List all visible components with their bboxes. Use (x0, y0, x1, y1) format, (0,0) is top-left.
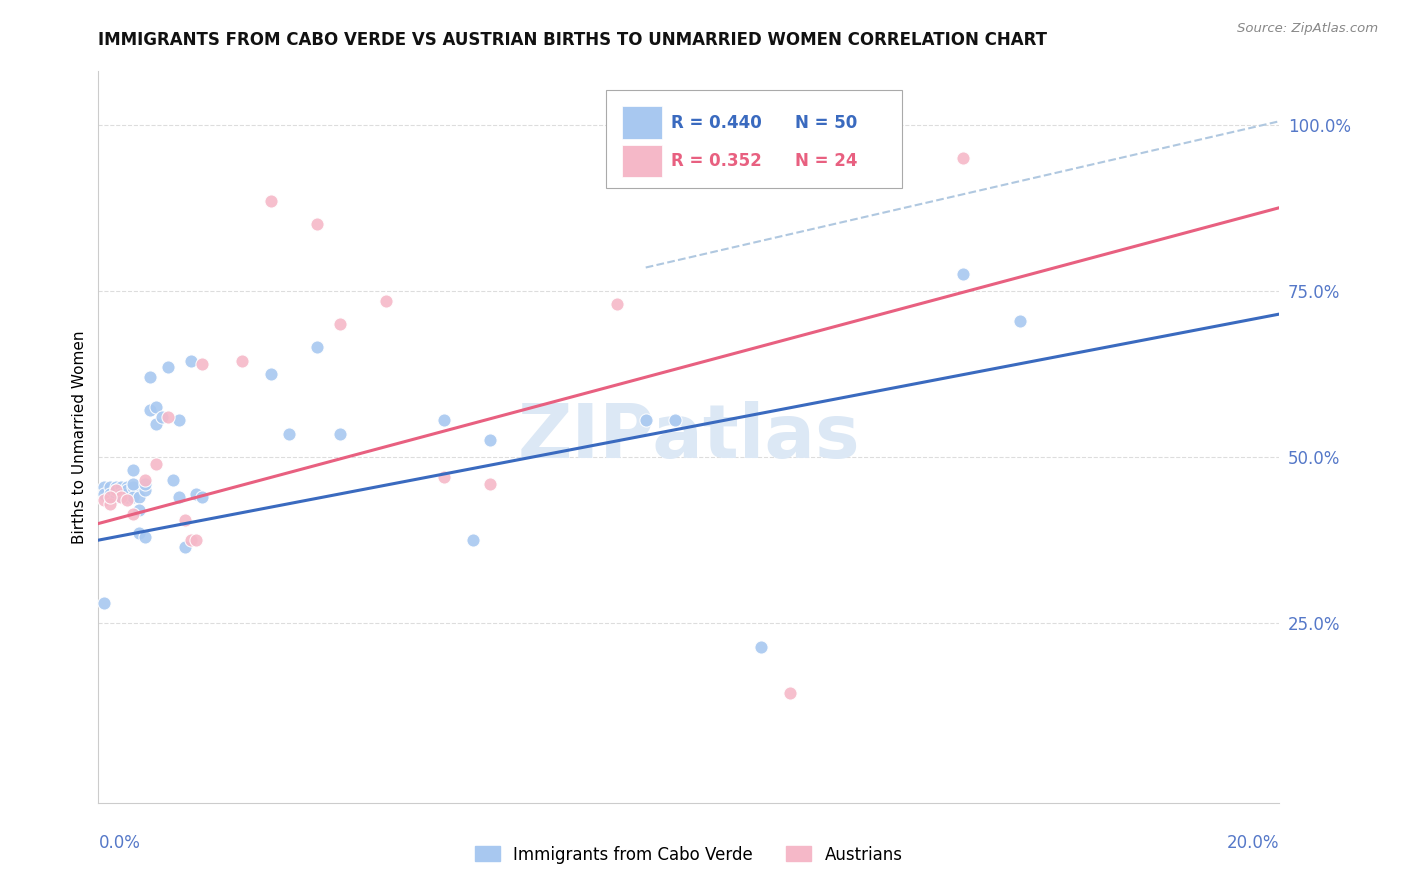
Point (115, 493, 138, 508)
Point (329, 317, 352, 331)
Text: N = 50: N = 50 (796, 113, 858, 131)
Point (180, 353, 202, 368)
Point (122, 463, 145, 477)
Point (952, 151, 974, 165)
Point (260, 194, 283, 208)
Point (98, 480, 121, 494)
Point (173, 540, 195, 554)
Point (115, 486, 138, 500)
Point (433, 413, 456, 427)
Point (98, 497, 121, 511)
Text: R = 0.440: R = 0.440 (671, 113, 762, 131)
Y-axis label: Births to Unmarried Women: Births to Unmarried Women (72, 330, 87, 544)
Point (145, 457, 167, 471)
Point (110, 480, 132, 494)
Point (104, 483, 127, 498)
Point (98, 490, 121, 504)
Point (134, 530, 156, 544)
Point (277, 426, 299, 441)
Text: 0.0%: 0.0% (98, 834, 141, 852)
Point (329, 426, 352, 441)
Point (122, 476, 145, 491)
Point (110, 486, 132, 500)
Point (145, 417, 167, 431)
Point (150, 410, 173, 425)
Point (162, 473, 184, 487)
Point (93, 596, 115, 610)
Point (104, 480, 127, 494)
Point (191, 490, 214, 504)
Point (952, 267, 974, 281)
Point (122, 480, 145, 494)
FancyBboxPatch shape (606, 90, 901, 188)
Point (167, 413, 190, 427)
Point (145, 400, 167, 414)
Point (93, 493, 115, 508)
Point (173, 513, 195, 527)
Point (779, 686, 801, 700)
Point (167, 490, 190, 504)
Point (98, 486, 121, 500)
Point (104, 490, 127, 504)
Point (128, 490, 150, 504)
Point (479, 476, 502, 491)
Point (110, 490, 132, 504)
Point (134, 483, 156, 498)
Point (122, 507, 145, 521)
Point (191, 357, 214, 371)
Point (115, 480, 138, 494)
Point (104, 483, 127, 498)
Point (134, 476, 156, 491)
Point (180, 533, 202, 548)
Point (186, 533, 208, 548)
Point (461, 533, 484, 548)
Point (93, 486, 115, 500)
Point (1010, 314, 1032, 328)
Point (307, 340, 329, 354)
Point (139, 403, 162, 417)
Point (110, 490, 132, 504)
Text: R = 0.352: R = 0.352 (671, 153, 762, 170)
Point (606, 297, 628, 311)
Legend: Immigrants from Cabo Verde, Austrians: Immigrants from Cabo Verde, Austrians (468, 839, 910, 871)
Point (307, 217, 329, 231)
Point (128, 526, 150, 541)
Point (122, 490, 145, 504)
Point (156, 410, 179, 425)
Text: IMMIGRANTS FROM CABO VERDE VS AUSTRIAN BIRTHS TO UNMARRIED WOMEN CORRELATION CHA: IMMIGRANTS FROM CABO VERDE VS AUSTRIAN B… (98, 31, 1047, 49)
Point (186, 486, 208, 500)
Text: N = 24: N = 24 (796, 153, 858, 170)
Point (156, 360, 179, 375)
Text: ZIPatlas: ZIPatlas (517, 401, 860, 474)
FancyBboxPatch shape (621, 145, 662, 178)
Point (375, 293, 398, 308)
Point (479, 434, 502, 448)
Point (260, 367, 283, 381)
Point (634, 413, 657, 427)
Point (139, 370, 162, 384)
Point (93, 480, 115, 494)
Text: Source: ZipAtlas.com: Source: ZipAtlas.com (1237, 22, 1378, 36)
Text: 20.0%: 20.0% (1227, 834, 1279, 852)
Point (115, 490, 138, 504)
Point (134, 473, 156, 487)
Point (433, 470, 456, 484)
Point (749, 640, 772, 654)
FancyBboxPatch shape (621, 106, 662, 138)
Point (128, 503, 150, 517)
Point (664, 413, 686, 427)
Point (231, 353, 253, 368)
Point (115, 483, 138, 498)
